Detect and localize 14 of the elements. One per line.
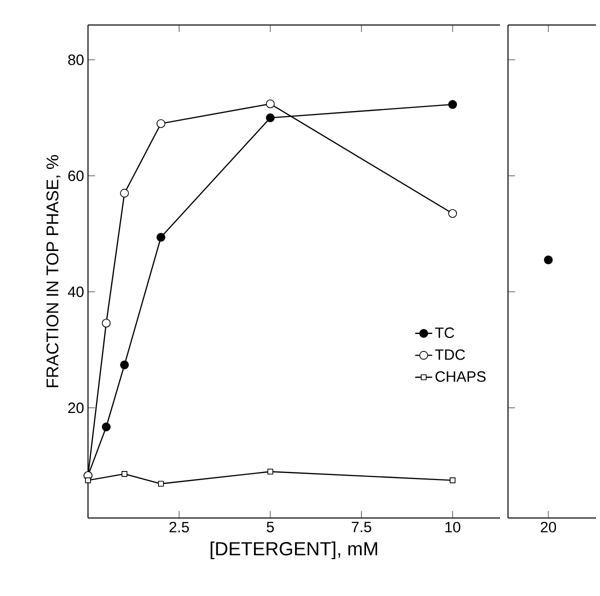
x-tick-label: 5	[266, 522, 274, 532]
y-tick-label: 20	[68, 402, 84, 414]
x-tick-label: 2.5	[170, 522, 189, 532]
x-tick-label: 10	[445, 522, 460, 532]
x-tick-label: 7.5	[352, 522, 372, 532]
x-axis-title: [DETERGENT], mM	[210, 542, 378, 560]
legend-label: TC	[435, 327, 454, 338]
x-tick-label: 20	[540, 522, 556, 532]
y-axis-title: FRACTION IN TOP PHASE, %	[46, 155, 60, 388]
legend-label: CHAPS	[436, 371, 486, 382]
y-tick-label: 60	[68, 170, 84, 182]
y-tick-label: 40	[68, 286, 84, 298]
y-tick-label: 80	[68, 54, 84, 66]
legend-label: TDC	[435, 349, 465, 360]
